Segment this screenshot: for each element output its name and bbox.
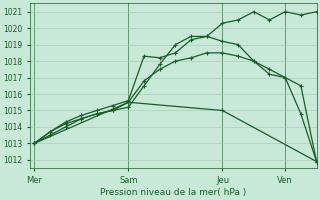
X-axis label: Pression niveau de la mer( hPa ): Pression niveau de la mer( hPa )	[100, 188, 247, 197]
